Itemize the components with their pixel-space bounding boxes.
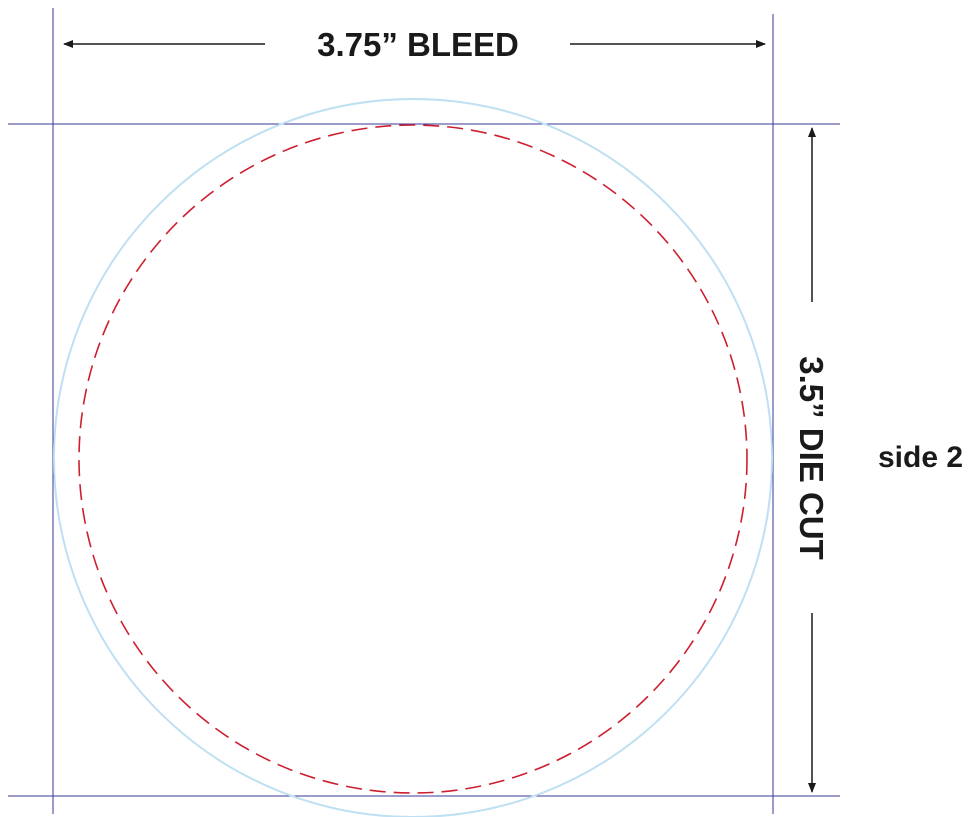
bleed-label: 3.75” BLEED (317, 26, 519, 63)
bleed-circle (53, 98, 773, 817)
side-label: side 2 (878, 441, 963, 474)
die-cut-circle (78, 124, 748, 794)
guide-lines (8, 8, 840, 814)
die-cut-label: 3.5” DIE CUT (793, 356, 830, 560)
